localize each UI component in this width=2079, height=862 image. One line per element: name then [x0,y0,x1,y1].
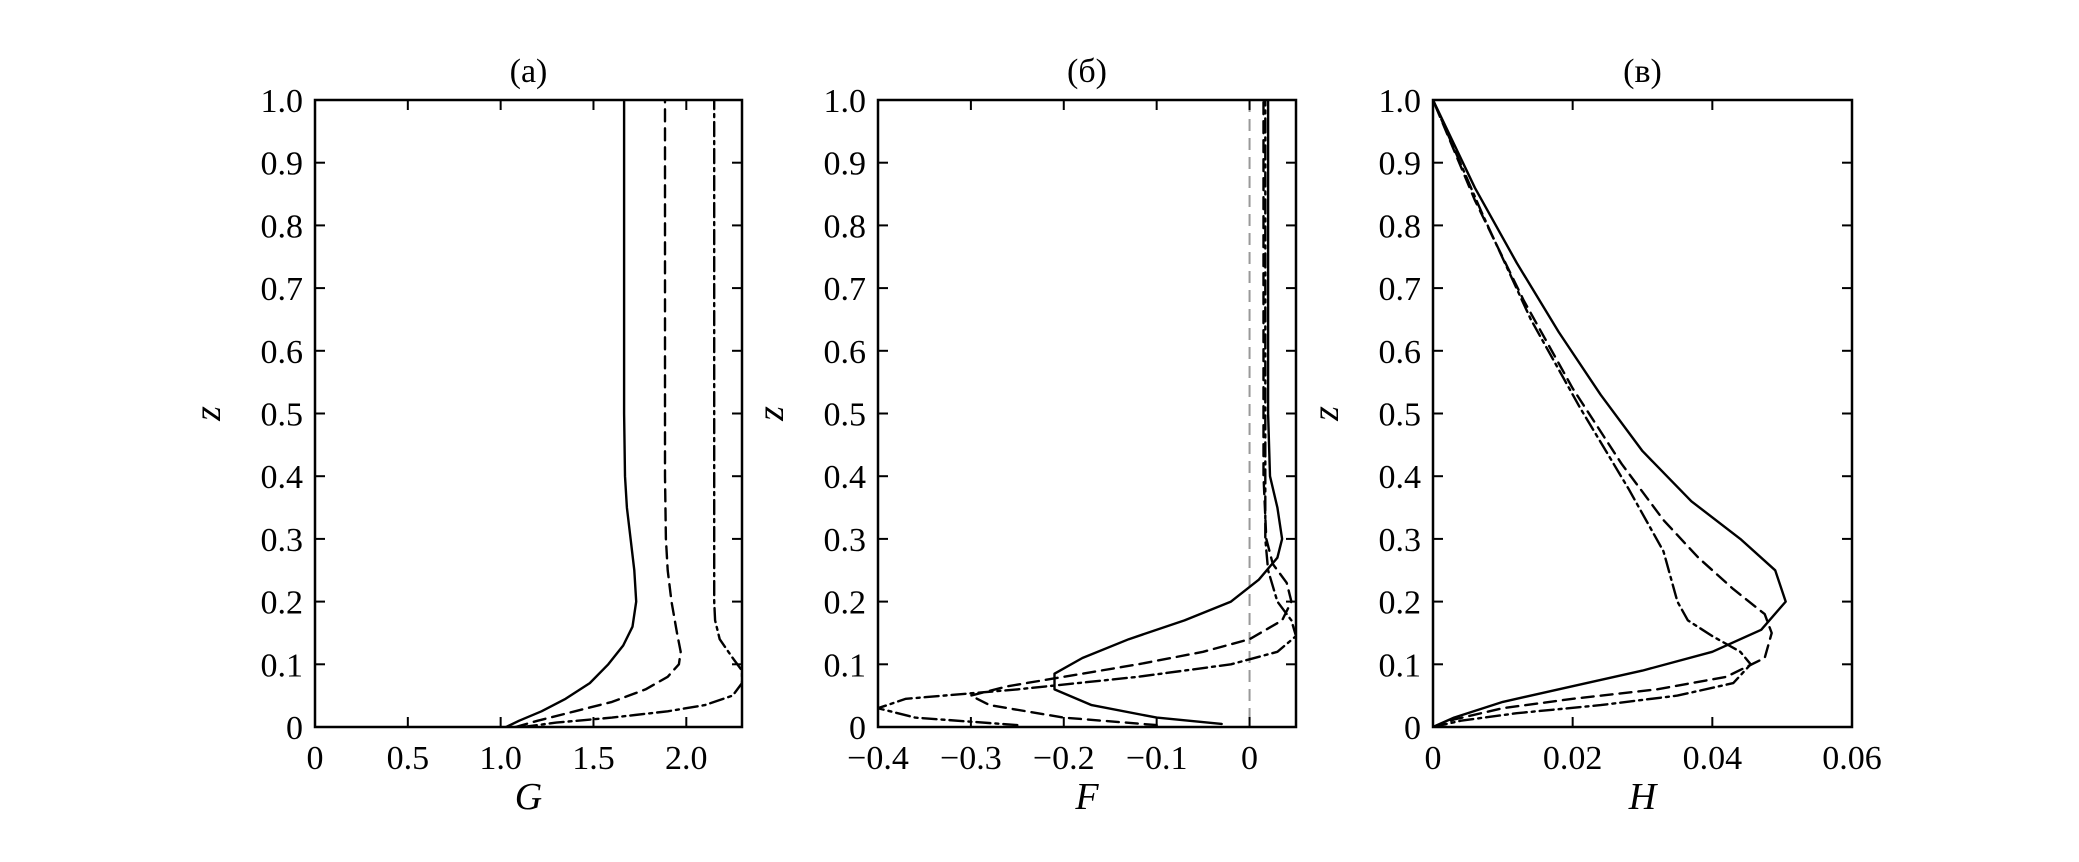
panel-a: 0 0.5 1.0 1.5 2.0 0 0.1 0.2 0.3 0.4 0.5 0.6 0.7 0.8 0.… [187,53,744,818]
series-line-dashdot [878,100,1296,727]
x-tick-label: 0 [1241,740,1258,777]
series-line-dashdot [521,100,742,727]
y-tick-label: 0.4 [824,459,867,496]
y-tick-label: 1.0 [824,83,867,120]
x-tick-label: 1.5 [572,740,615,777]
y-tick-label: 0.9 [1379,146,1422,183]
y-tick-label: 0.6 [1379,334,1422,371]
series-line-solid [505,100,638,727]
x-tick-label: −0.1 [1126,740,1188,777]
y-tick-label: 0.2 [1379,585,1422,622]
y-tick-label: 0.4 [1379,459,1422,496]
y-tick-label: 0.3 [824,522,867,559]
x-tick-label: 0 [307,740,324,777]
panel-title: (в) [1623,53,1662,90]
series-line-dashed [1433,100,1773,727]
y-tick-label: 0 [286,710,303,747]
y-tick-label: 0.5 [261,397,304,434]
y-axis-label: z [750,406,792,422]
y-tick-label: 0.3 [1379,522,1422,559]
y-tick-label: 0.1 [824,647,867,684]
x-axis-label: G [515,776,542,818]
y-tick-label: 0.6 [261,334,304,371]
x-tick-label: 1.0 [479,740,522,777]
x-tick-label: 0.02 [1543,740,1603,777]
x-tick-label: 0 [1425,740,1442,777]
x-axis-label: F [1074,776,1099,818]
y-tick-label: 0 [1404,710,1421,747]
panel-title: (а) [510,53,548,90]
y-tick-label: 0.6 [824,334,867,371]
x-tick-label: −0.4 [847,740,909,777]
y-tick-label: 0.4 [261,459,304,496]
y-tick-label: 0.8 [1379,208,1422,245]
y-tick-label: 0.2 [261,585,304,622]
y-tick-label: 1.0 [261,83,304,120]
plot-frame [876,98,1298,729]
y-tick-label: 0.1 [1379,647,1422,684]
y-tick-label: 0.8 [261,208,304,245]
x-tick-label: −0.3 [940,740,1002,777]
x-tick-label: 0.04 [1683,740,1743,777]
panel-c: 0 0.02 0.04 0.06 0 0.1 0.2 0.3 0.4 0.5 0.6 0.7 0.8 0.… [1305,53,1882,818]
x-tick-label: 0.5 [387,740,430,777]
series-line-dashdot [1433,100,1752,727]
panel-title: (б) [1067,53,1107,90]
y-axis-label: z [1305,406,1347,422]
y-tick-label: 0 [849,710,866,747]
y-tick-label: 0.9 [261,146,304,183]
y-tick-label: 0.7 [824,271,867,308]
y-tick-label: 0.8 [824,208,867,245]
panel-b: −0.4 −0.3 −0.2 −0.1 0 0 0.1 0.2 0.3 0.4 0.5 0.6 0.7 0… [750,53,1298,818]
x-tick-label: 0.06 [1822,740,1882,777]
plot-frame [1431,98,1854,729]
y-tick-label: 0.7 [1379,271,1422,308]
series-line-dashed [514,100,682,727]
y-axis-label: z [187,406,229,422]
series-line-solid [1053,100,1284,726]
series-line-solid [1433,100,1787,727]
x-tick-label: 2.0 [665,740,708,777]
y-tick-label: 0.5 [1379,397,1422,434]
y-tick-label: 0.5 [824,397,867,434]
x-tick-label: −0.2 [1033,740,1095,777]
y-tick-label: 1.0 [1379,83,1422,120]
series-line-dashed [969,100,1293,727]
y-tick-label: 0.9 [824,146,867,183]
x-axis-label: H [1628,776,1659,818]
y-tick-label: 0.1 [261,647,304,684]
y-tick-label: 0.2 [824,585,867,622]
y-tick-label: 0.3 [261,522,304,559]
y-tick-label: 0.7 [261,271,304,308]
